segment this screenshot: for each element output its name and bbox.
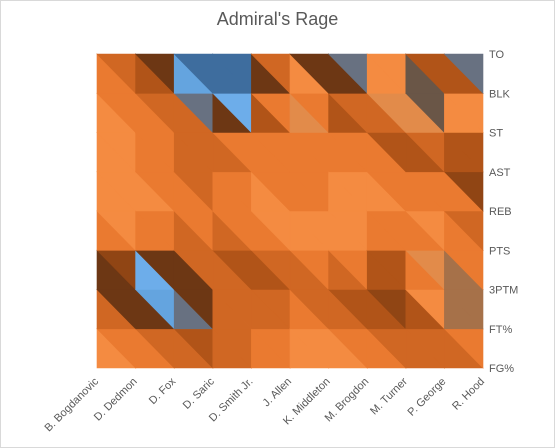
y-tick-label: BLK	[489, 88, 510, 100]
y-tick-label: FG%	[489, 363, 514, 375]
x-tick-label: B. Bogdanovic	[42, 375, 101, 434]
y-tick-label: 3PTM	[489, 285, 518, 297]
x-tick-label: M. Turner	[368, 375, 410, 417]
x-tick-label: D. Saric	[181, 375, 217, 411]
x-tick-label: P. George	[406, 376, 449, 419]
y-tick-label: FT%	[489, 324, 512, 336]
y-tick-label: PTS	[489, 245, 510, 257]
y-tick-label: ST	[489, 128, 503, 140]
surface-cells	[96, 53, 484, 369]
y-tick-label: AST	[489, 167, 511, 179]
x-tick-label: D. Fox	[147, 375, 179, 407]
y-tick-label: REB	[489, 206, 512, 218]
x-tick-label: R. Hood	[450, 376, 487, 413]
x-tick-label: J. Allen	[261, 376, 295, 410]
surface-cell-upper	[443, 53, 484, 95]
y-tick-label: TO	[489, 49, 505, 61]
chart-title: Admiral's Rage	[216, 9, 339, 29]
